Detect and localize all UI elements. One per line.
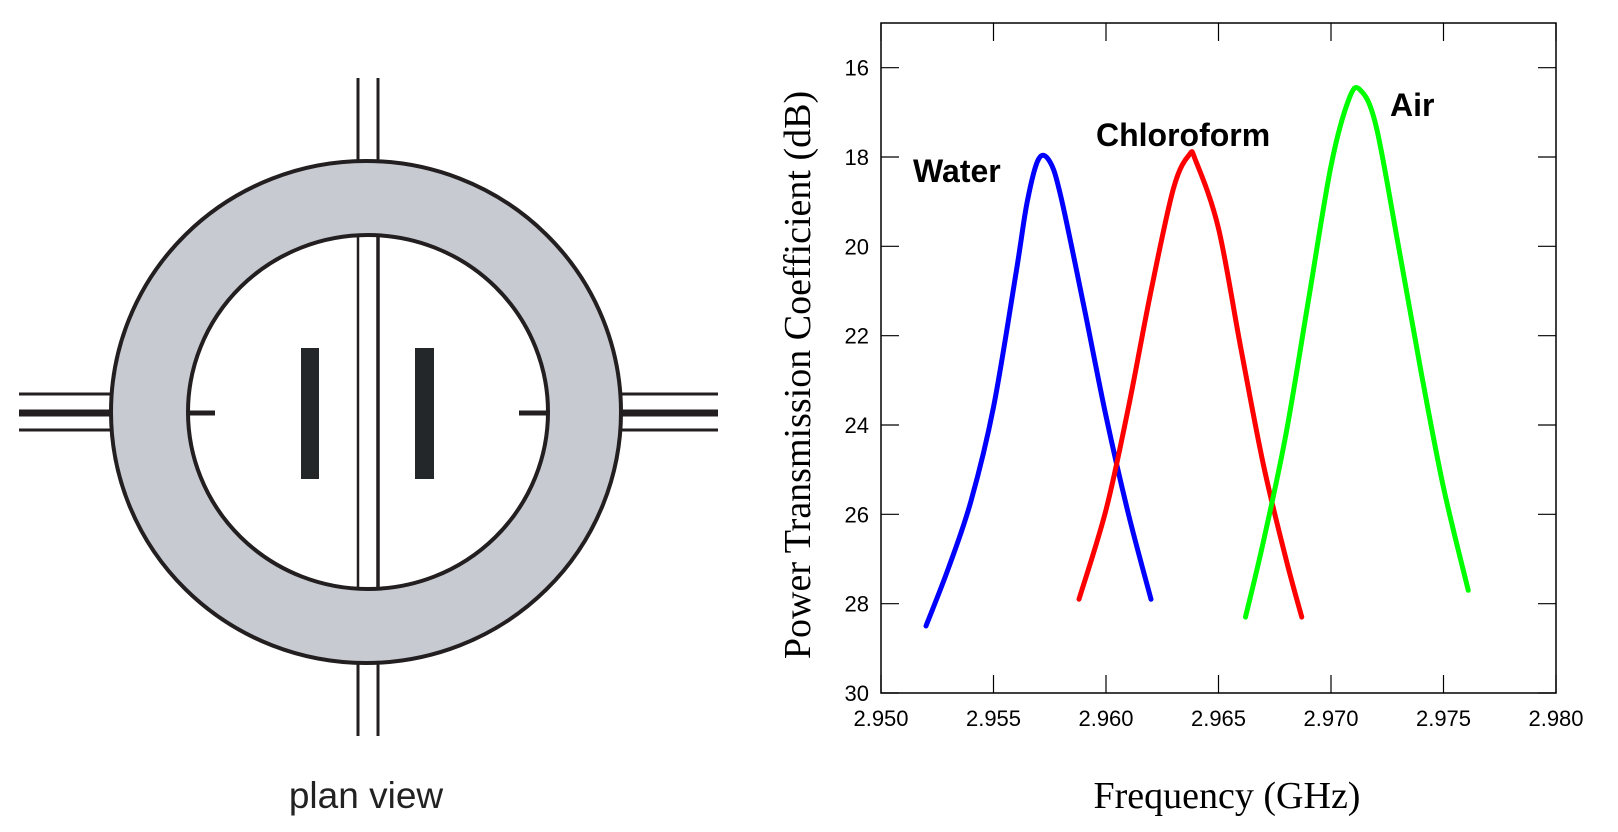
series-lines (923, 85, 1471, 629)
x-tick-label: 2.950 (853, 706, 908, 731)
y-tick-label: 18 (845, 145, 869, 170)
y-tick-label: 24 (845, 413, 869, 438)
x-tick-label: 2.970 (1303, 706, 1358, 731)
y-tick-label: 28 (845, 592, 869, 617)
y-tick-label: 20 (845, 234, 869, 259)
x-tick-label: 2.960 (1078, 706, 1133, 731)
y-tick-label: 16 (845, 56, 869, 81)
top-feed-line (356, 78, 380, 170)
center-strip-line (356, 236, 380, 590)
y-tick-label: 30 (845, 681, 869, 706)
axis-ticks (880, 23, 1557, 694)
series-label-chloroform: Chloroform (1096, 117, 1270, 153)
x-tick-label: 2.980 (1528, 706, 1583, 731)
y-tick-labels: 16 18 20 22 24 26 28 30 (845, 56, 869, 706)
series-label-water: Water (913, 153, 1001, 189)
diagram-caption: plan view (289, 775, 444, 816)
y-tick-label: 22 (845, 324, 869, 349)
y-axis-title: Power Transmission Coefficient (dB) (777, 91, 819, 659)
series-line-chloroform (1076, 149, 1305, 620)
x-axis-title: Frequency (GHz) (1094, 775, 1361, 817)
resonator-plan-view-diagram: plan view (19, 78, 718, 816)
x-tick-labels: 2.950 2.955 2.960 2.965 2.970 2.975 2.980 (853, 706, 1583, 731)
x-tick-label: 2.955 (966, 706, 1021, 731)
plot-frame (880, 22, 1557, 694)
right-feed-line (620, 392, 718, 432)
series-line-water (923, 152, 1154, 629)
right-electrode (415, 348, 434, 479)
left-feed-line (19, 392, 114, 432)
x-tick-label: 2.975 (1416, 706, 1471, 731)
series-label-air: Air (1390, 87, 1434, 123)
y-tick-label: 26 (845, 502, 869, 527)
left-electrode (301, 348, 319, 479)
bottom-feed-line (356, 655, 380, 736)
series-line-air (1243, 85, 1471, 620)
x-tick-label: 2.965 (1191, 706, 1246, 731)
